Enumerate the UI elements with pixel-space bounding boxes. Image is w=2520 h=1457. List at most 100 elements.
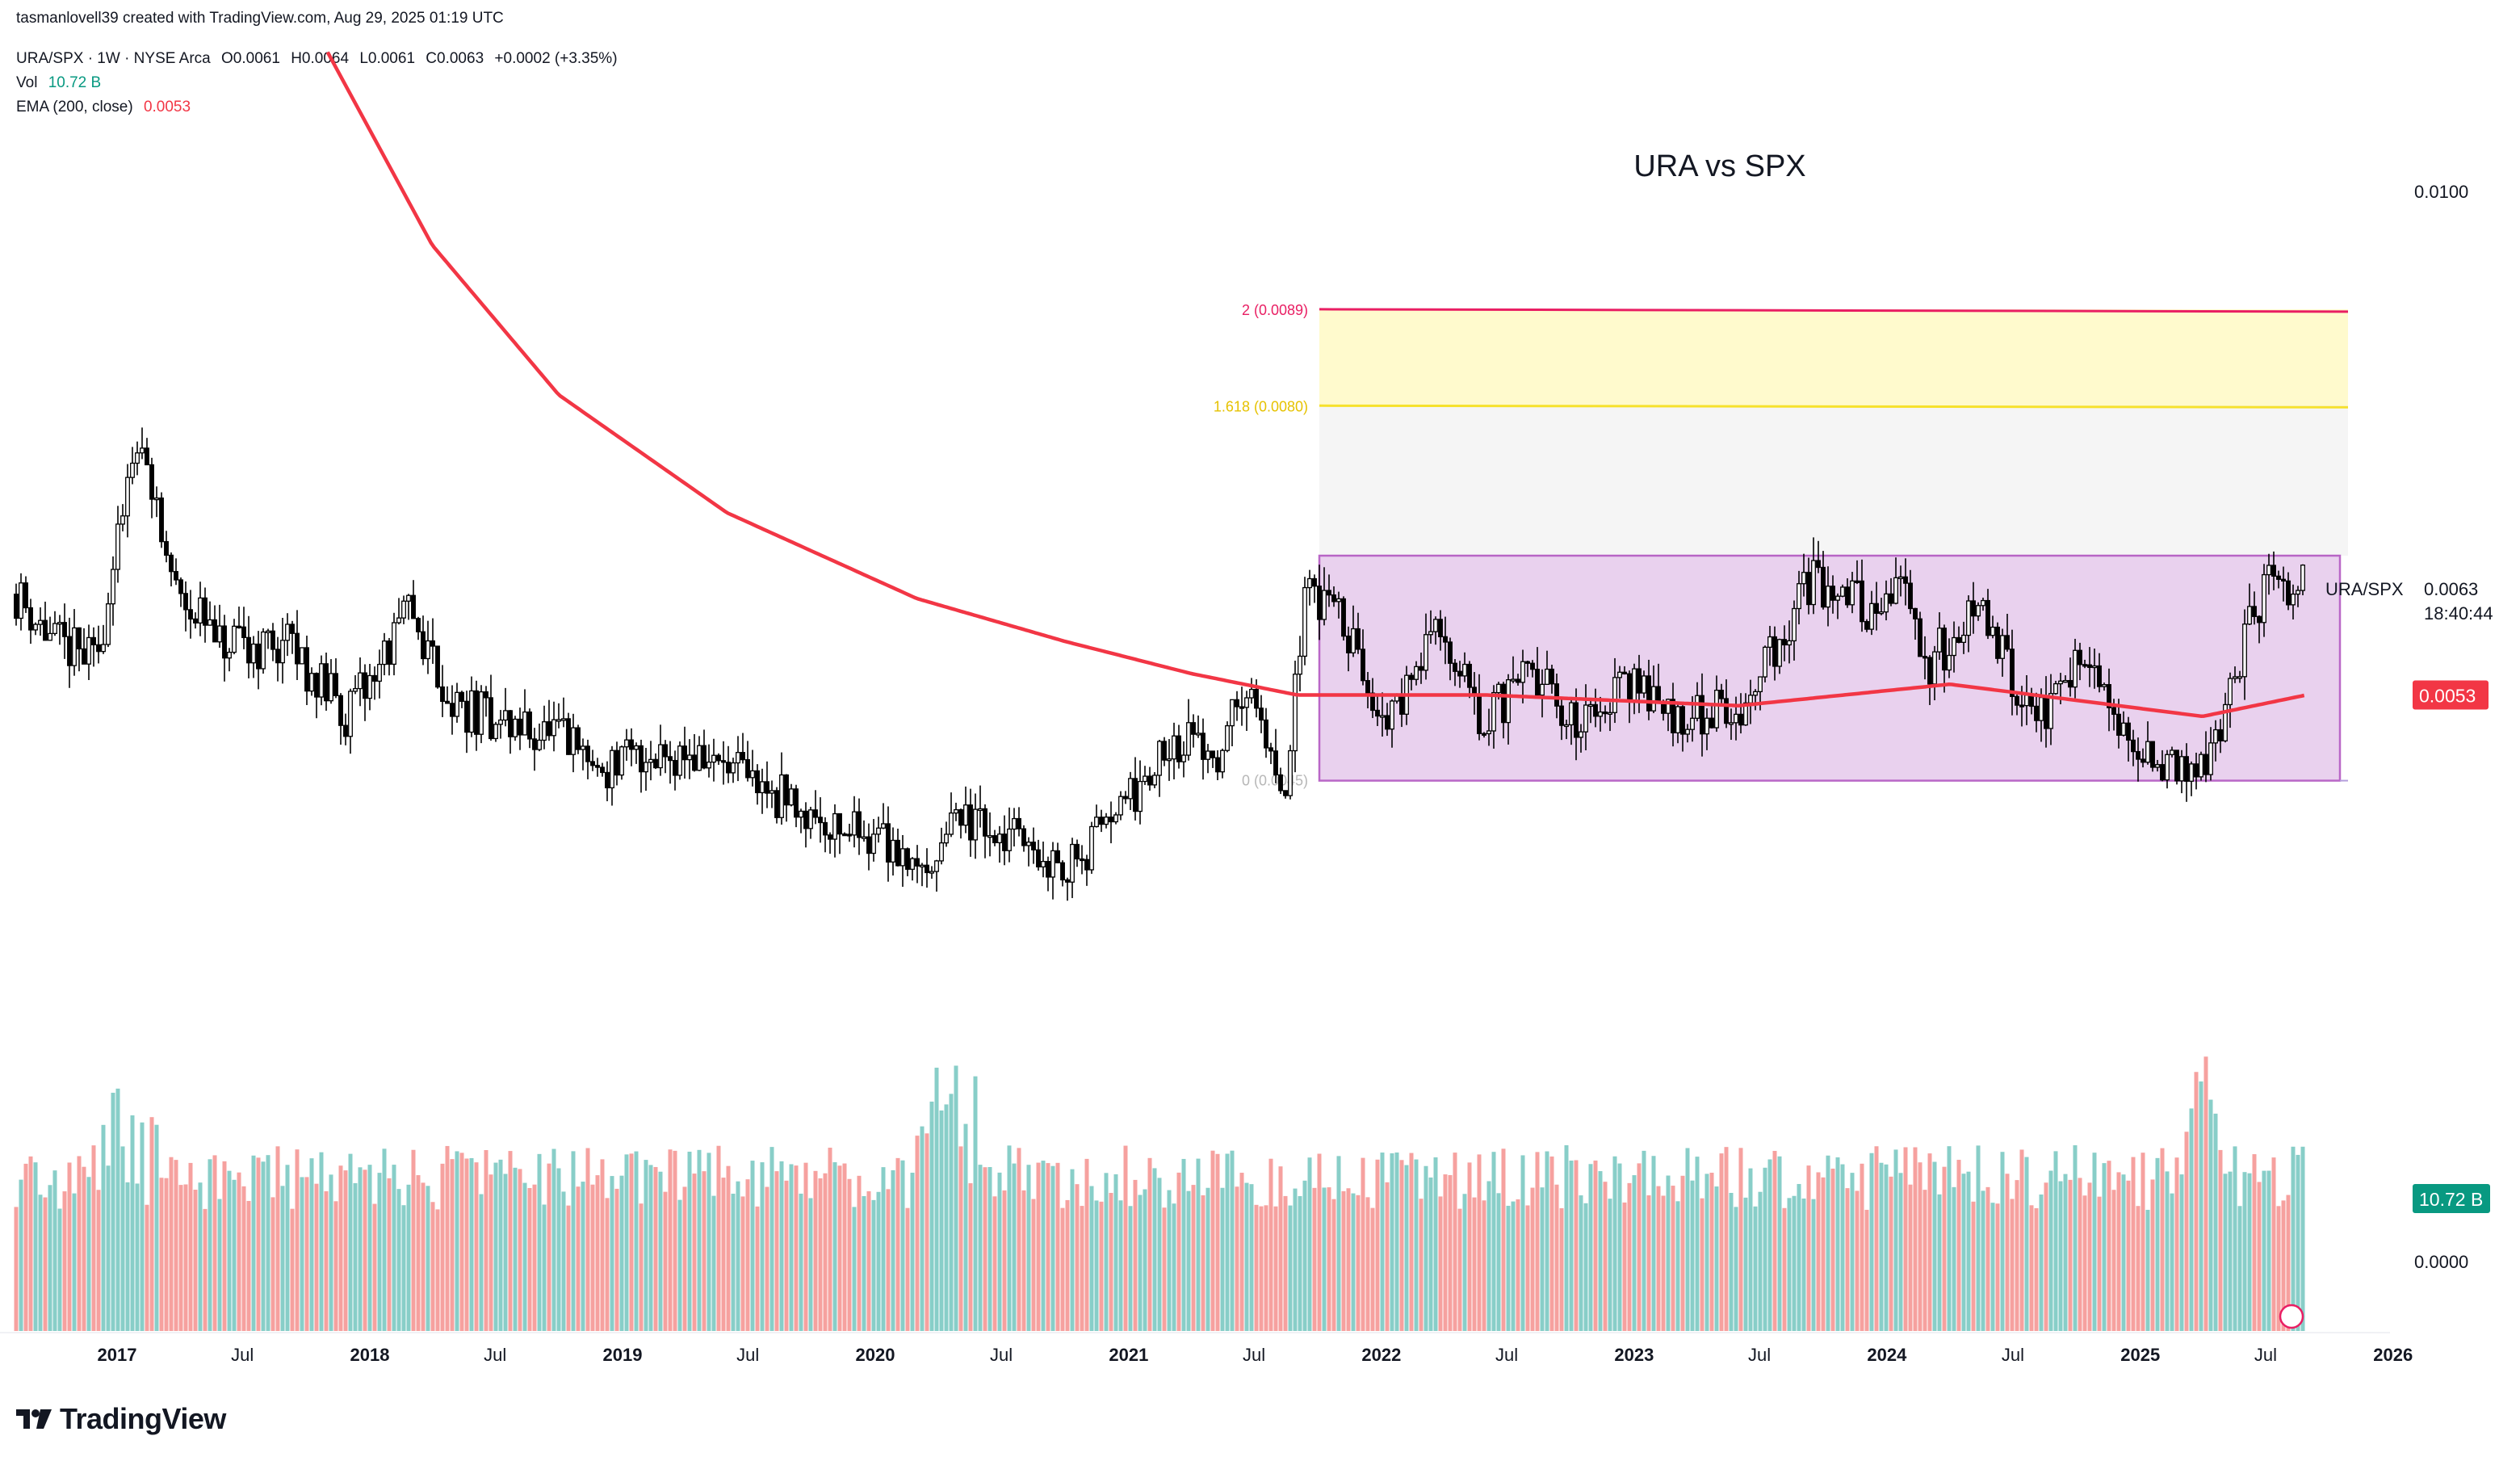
candle-body [1937, 628, 1942, 653]
x-tick-label: 2019 [603, 1345, 643, 1365]
volume-bar [915, 1136, 920, 1331]
volume-bar [1520, 1155, 1525, 1331]
volume-bar [1966, 1171, 1971, 1331]
volume-bar [1642, 1150, 1646, 1331]
volume-bar [663, 1191, 668, 1331]
volume-bar [493, 1162, 498, 1331]
volume-bar [1341, 1190, 1346, 1331]
volume-bar [1356, 1195, 1361, 1331]
volume-bar [392, 1165, 396, 1331]
candle-body [1462, 663, 1467, 677]
candle-body [237, 625, 241, 628]
candle-body [1690, 717, 1695, 730]
candle-body [2150, 741, 2155, 768]
volume-bar [1898, 1173, 1903, 1331]
volume-bar [1559, 1207, 1564, 1331]
candle-body [426, 640, 430, 660]
candle-body [1143, 775, 1147, 783]
candle-body [1385, 715, 1390, 730]
candle-body [2141, 758, 2145, 763]
volume-bar [755, 1206, 760, 1331]
candle-body [1327, 590, 1331, 596]
legend-symbol[interactable]: URA/SPX · 1W · NYSE Arca O0.0061 H0.0064… [16, 50, 618, 68]
candle-body [1922, 656, 1927, 659]
volume-bar [610, 1176, 614, 1331]
candle-body [1855, 580, 1860, 583]
candle-body [1753, 691, 1758, 696]
volume-bar [14, 1207, 19, 1331]
candle-body [1157, 741, 1162, 776]
candle-body [1341, 598, 1346, 637]
candle-body [411, 594, 416, 619]
volume-bar [881, 1167, 886, 1331]
volume-bar [159, 1178, 164, 1331]
volume-bar [474, 1162, 479, 1331]
candle-body [232, 625, 237, 653]
candle-body [1811, 560, 1816, 606]
candle-body [581, 745, 585, 750]
volume-bar [697, 1149, 702, 1331]
candle-body [1186, 722, 1191, 756]
candle-body [367, 674, 372, 699]
volume-bar [2194, 1072, 2199, 1331]
candle-body [1830, 586, 1835, 601]
logo-text: TradingView [60, 1402, 226, 1435]
volume-bar [1879, 1162, 1884, 1331]
candle-body [852, 811, 857, 836]
volume-bar [1579, 1195, 1583, 1331]
candle-body [48, 632, 52, 641]
legend-ema[interactable]: EMA (200, close) 0.0053 [16, 99, 191, 116]
candle-body [1603, 711, 1608, 715]
candle-body [1893, 577, 1898, 604]
candle-body [866, 836, 871, 854]
candle-body [1162, 741, 1167, 761]
volume-bar [760, 1162, 765, 1331]
candle-body [711, 754, 716, 763]
volume-bar [2257, 1182, 2262, 1331]
candle-body [1031, 842, 1036, 850]
candle-body [1564, 724, 1569, 728]
volume-bar [57, 1208, 62, 1331]
candle-body [1118, 796, 1123, 816]
volume-bar [212, 1155, 217, 1331]
volume-bar [1748, 1168, 1753, 1331]
x-tick-label: 2022 [1361, 1345, 1401, 1365]
candle-body [401, 600, 406, 619]
candle-body [997, 833, 1002, 844]
volume-bar [353, 1182, 358, 1331]
candle-body [1860, 580, 1864, 623]
candle-body [1007, 828, 1012, 851]
candle-body [1840, 586, 1845, 597]
volume-bar [1942, 1166, 1947, 1331]
candle-body [38, 619, 43, 625]
volume-bar [1118, 1200, 1123, 1331]
volume-bar [2092, 1153, 2097, 1331]
volume-bar [828, 1148, 832, 1331]
volume-bar [1264, 1205, 1268, 1331]
volume-bar [1055, 1162, 1060, 1331]
tradingview-logo[interactable]: TradingView [16, 1402, 226, 1436]
change-value: +0.0002 (+3.35%) [494, 50, 618, 67]
volume-bar [1235, 1186, 1239, 1331]
candle-body [1724, 698, 1729, 724]
legend-volume[interactable]: Vol 10.72 B [16, 74, 101, 92]
volume-bar [217, 1199, 222, 1331]
countdown-label: 18:40:44 [2424, 603, 2493, 624]
candle-body [2233, 676, 2237, 679]
x-tick-label: Jul [1495, 1345, 1518, 1365]
volume-bar [2203, 1056, 2208, 1331]
candle-body [43, 619, 48, 641]
candle-body [1317, 586, 1322, 620]
candle-body [208, 619, 212, 626]
candle-body [140, 447, 145, 454]
volume-bar [2044, 1182, 2048, 1331]
candle-body [1109, 817, 1113, 823]
volume-bar [813, 1170, 818, 1331]
volume-bar [1293, 1188, 1298, 1331]
volume-bar [1952, 1186, 1956, 1331]
volume-bar [2155, 1157, 2160, 1331]
volume-bar [1869, 1153, 1874, 1331]
volume-bar [1680, 1175, 1685, 1331]
volume-bar [1782, 1207, 1787, 1331]
